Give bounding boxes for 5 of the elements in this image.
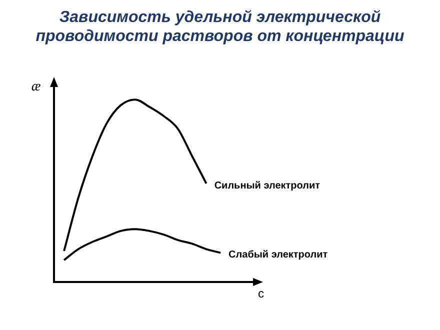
x-axis-title: c xyxy=(258,286,264,300)
series-label: Слабый электролит xyxy=(228,250,328,261)
series-label: Сильный электролит xyxy=(214,180,320,192)
y-axis-title: æ xyxy=(31,80,42,95)
chart-title: Зависимость удельной электрической проводимости растворов от концентрации xyxy=(34,8,406,46)
